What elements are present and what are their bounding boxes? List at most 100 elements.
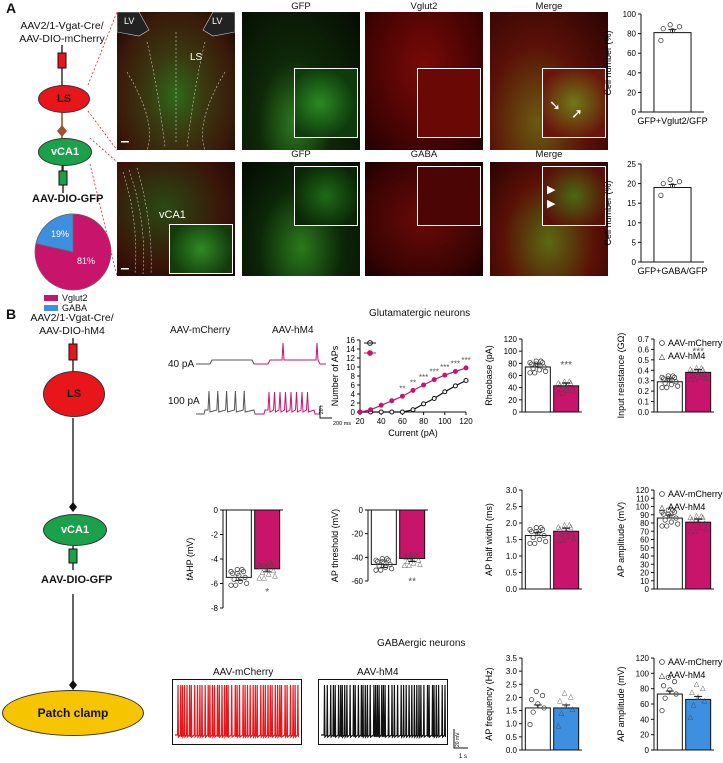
scheme-a-diagram	[57, 45, 67, 173]
chart-8-point: △	[688, 528, 694, 535]
chart-0-ytick-label: 20	[627, 88, 636, 97]
chart-5-significance: *	[265, 587, 269, 598]
chart-6-ytick-label: -20	[351, 530, 363, 539]
trace-gaba-mcherry	[172, 679, 302, 745]
chart-8-ylabel: AP amplitude (mV)	[616, 502, 626, 577]
chart-7-point: △	[568, 523, 574, 530]
chart-1-point	[669, 182, 676, 189]
chart-4-ytick-label: 0.0	[638, 408, 650, 417]
lv-right-label: LV	[212, 16, 223, 26]
scheme-a-title-line1: AAV2/1-Vgat-Cre/	[20, 20, 104, 32]
chart-7-point	[543, 538, 549, 545]
chart-9-ytick-label: 0.5	[506, 733, 518, 742]
chart-9-ytick-label: 2.0	[506, 693, 518, 702]
micrograph-gaba	[365, 162, 483, 276]
chart-7-ytick-label: 2.0	[506, 519, 518, 528]
scheme-b-title: AAV2/1-Vgat-Cre/ AAV-DIO-hM4	[18, 312, 126, 338]
inset-gaba	[417, 166, 481, 226]
chart-9-ytick-label: 3.5	[506, 654, 518, 663]
chart-8-point	[670, 507, 676, 513]
chart-9-point: △	[562, 689, 568, 696]
chart-4-point	[670, 373, 676, 379]
scale-200ms: 200 ms	[333, 421, 351, 427]
line-chart-point-0	[463, 378, 469, 383]
chart-8-legend-marker-1: △	[659, 503, 666, 512]
chart-4-point: △	[695, 369, 701, 376]
chart-9-ytick-label: 2.5	[506, 680, 518, 689]
chart-8-point: △	[697, 524, 703, 531]
chart-10-legend-label-0: AAV-mCherry	[668, 657, 723, 667]
micrograph-vglut2	[365, 12, 483, 150]
chart-4-ytick-label: 0.6	[638, 345, 650, 354]
chart-5-point	[239, 566, 245, 573]
inset-gfp-1	[294, 68, 358, 138]
line-chart-xtick-label: 100	[438, 417, 452, 426]
chart-4-point: △	[702, 370, 708, 377]
chart-4-point	[662, 380, 668, 386]
chart-3-ytick-label: 40	[508, 384, 517, 393]
chart-8-ytick-label: 0	[645, 585, 650, 594]
chart-3-bar-1	[553, 385, 580, 413]
chart-10-bar-0	[656, 693, 683, 751]
chart-5-point: △	[258, 563, 264, 570]
chart-0-point	[669, 28, 676, 34]
legend-swatch-vglut2	[44, 295, 58, 301]
line-chart-xtick-label: 40	[377, 417, 386, 426]
chart-8-point: △	[699, 512, 705, 519]
chart-9-point	[528, 697, 535, 703]
chart-5-point: △	[269, 561, 275, 568]
chart-5-point	[233, 582, 239, 588]
chart-6-point: △	[406, 562, 412, 569]
chart-6-point: △	[413, 551, 419, 558]
line-chart-ytick-label: 6	[351, 381, 356, 390]
chart-4-point: △	[689, 367, 695, 374]
chart-3-point	[538, 358, 544, 364]
line-chart-significance: **	[410, 378, 416, 387]
injection-a2	[58, 165, 68, 193]
line-chart-point-1	[431, 377, 437, 383]
chart-10-legend-label-1: AAV-hM4	[668, 670, 705, 680]
chart-8-ytick-label: 10	[640, 577, 649, 586]
panel-a-label: A	[6, 0, 17, 16]
chart-9-ytick-label: 3.0	[506, 667, 518, 676]
chart-4-point: △	[692, 376, 698, 383]
chart-1-ytick-label: 10	[627, 219, 636, 228]
chart-4-point: △	[697, 373, 703, 380]
chart-10-point	[659, 707, 665, 714]
chart-8-point: △	[702, 520, 708, 527]
chart-5-point: △	[261, 575, 267, 582]
chart-5-point	[242, 574, 248, 580]
chart-10-ytick-label: 20	[640, 731, 649, 740]
chart-6-point: △	[403, 554, 409, 561]
pie-legend: Vglut2 GABA	[44, 293, 88, 313]
line-chart-point-0	[378, 409, 384, 415]
line-chart-point-0	[431, 396, 437, 401]
chart-5-point	[228, 582, 234, 588]
chart-3-point: △	[556, 379, 562, 386]
trace-hm4-100	[256, 391, 320, 415]
chart-3-point: △	[562, 381, 568, 388]
chart-9-point	[539, 692, 546, 699]
trace-label-hm4: AAV-hM4	[272, 325, 314, 336]
vca1-micro-label: vCA1	[159, 209, 186, 221]
chart-3-ytick-label: 120	[504, 335, 518, 344]
label-gfp-2: GFP	[291, 149, 311, 160]
chart-6-point	[384, 556, 390, 562]
micrograph-merge-1: ➘ ➚	[490, 12, 608, 150]
line-chart-point-1	[368, 407, 374, 413]
trace-mcherry-100	[196, 390, 260, 415]
chart-10-ytick-label: 0	[645, 746, 650, 755]
chart-8-ytick-label: 20	[640, 569, 649, 578]
scheme-b-title-line2: AAV-DIO-hM4	[39, 325, 105, 337]
chart-4-ytick-label: 0.3	[638, 377, 650, 386]
chart-9-point: △	[556, 723, 562, 730]
chart-4-legend-marker-0	[659, 340, 665, 346]
chart-7-point	[532, 540, 538, 547]
chart-1-point	[676, 179, 683, 185]
chart-3-ytick-label: 80	[508, 359, 517, 368]
pie-chart: 19% 81%	[34, 213, 112, 291]
label-vglut2: Vglut2	[410, 1, 438, 12]
line-chart-point-1	[399, 393, 405, 399]
chart-4-ytick-label: 0.4	[638, 366, 650, 375]
chart-0-ytick-label: 100	[623, 10, 637, 19]
